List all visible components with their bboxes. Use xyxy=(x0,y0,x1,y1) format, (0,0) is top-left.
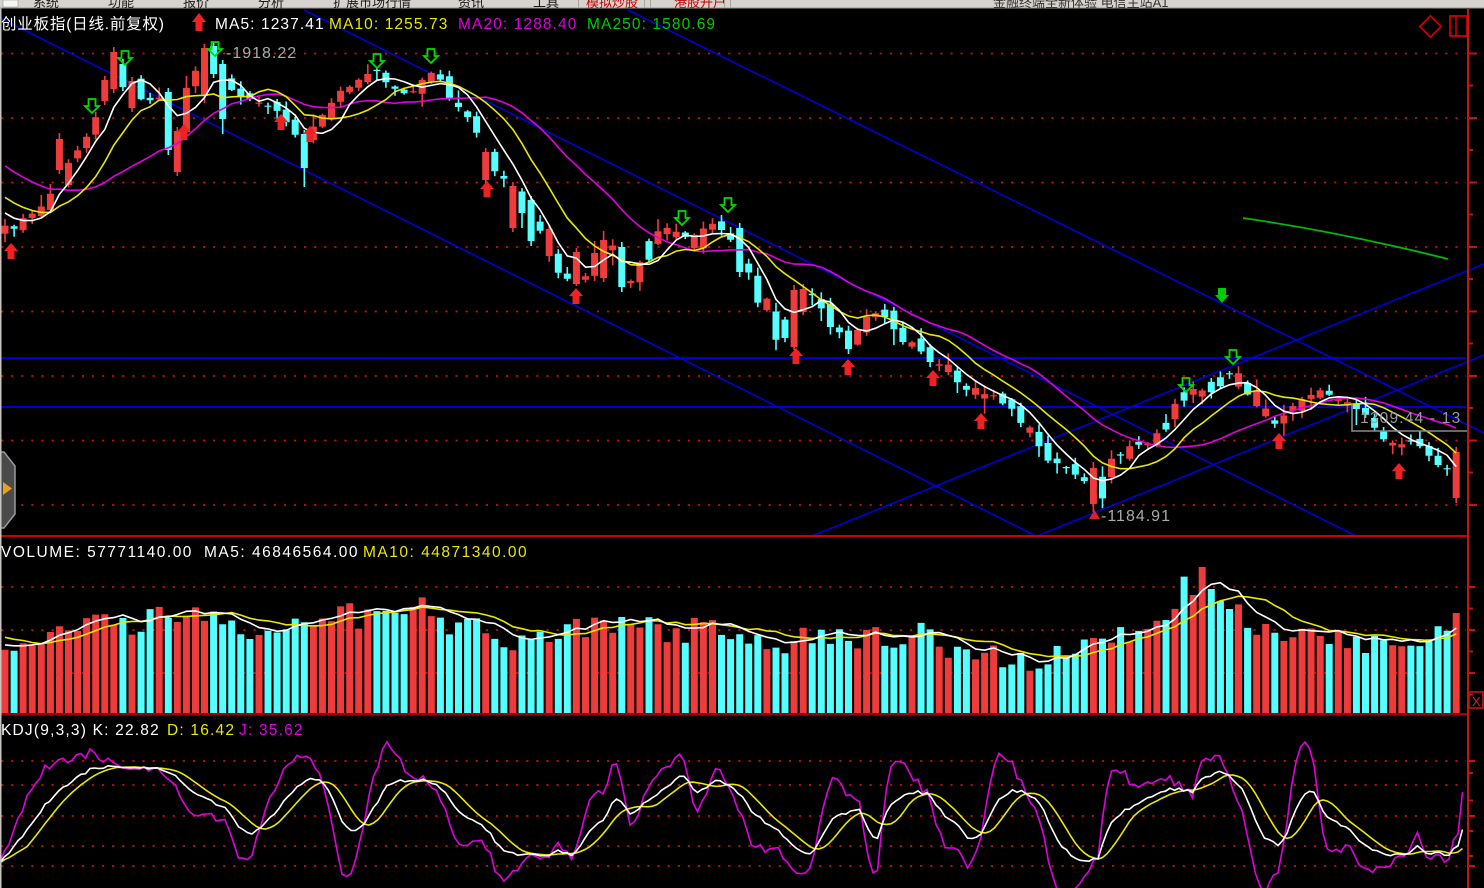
svg-text:模拟炒股: 模拟炒股 xyxy=(586,0,638,10)
svg-text:-1184.91: -1184.91 xyxy=(1101,508,1171,525)
svg-text:MA10: 44871340.00: MA10: 44871340.00 xyxy=(363,544,528,561)
svg-text:MA10: 1255.73: MA10: 1255.73 xyxy=(329,16,448,33)
svg-text:-1918.22: -1918.22 xyxy=(226,45,297,62)
svg-text:VOLUME: 57771140.00: VOLUME: 57771140.00 xyxy=(1,544,193,561)
svg-text:创业板指(日线.前复权): 创业板指(日线.前复权) xyxy=(1,15,165,33)
svg-text:工具: 工具 xyxy=(533,0,559,10)
svg-text:D: 16.42: D: 16.42 xyxy=(167,722,235,739)
svg-text:报价: 报价 xyxy=(183,0,209,10)
svg-text:MA5: 46846564.00: MA5: 46846564.00 xyxy=(204,544,359,561)
svg-text:MA250: 1580.69: MA250: 1580.69 xyxy=(587,16,716,33)
svg-text:金融终端全新体验 电信主站A1: 金融终端全新体验 电信主站A1 xyxy=(993,0,1169,10)
svg-text:分析: 分析 xyxy=(258,0,284,10)
svg-text:资讯: 资讯 xyxy=(458,0,484,10)
svg-text:1309.44 - 13: 1309.44 - 13 xyxy=(1360,410,1461,427)
svg-text:J: 35.62: J: 35.62 xyxy=(239,722,304,739)
svg-text:系统: 系统 xyxy=(33,0,59,10)
svg-text:港股开户: 港股开户 xyxy=(674,0,726,10)
svg-text:KDJ(9,3,3) K: 22.82: KDJ(9,3,3) K: 22.82 xyxy=(1,722,160,739)
svg-text:功能: 功能 xyxy=(108,0,134,10)
svg-text:X: X xyxy=(1472,694,1481,709)
svg-text:MA20: 1288.40: MA20: 1288.40 xyxy=(458,16,577,33)
svg-text:MA5: 1237.41: MA5: 1237.41 xyxy=(215,16,325,33)
svg-text:扩展市场行情: 扩展市场行情 xyxy=(333,0,411,10)
